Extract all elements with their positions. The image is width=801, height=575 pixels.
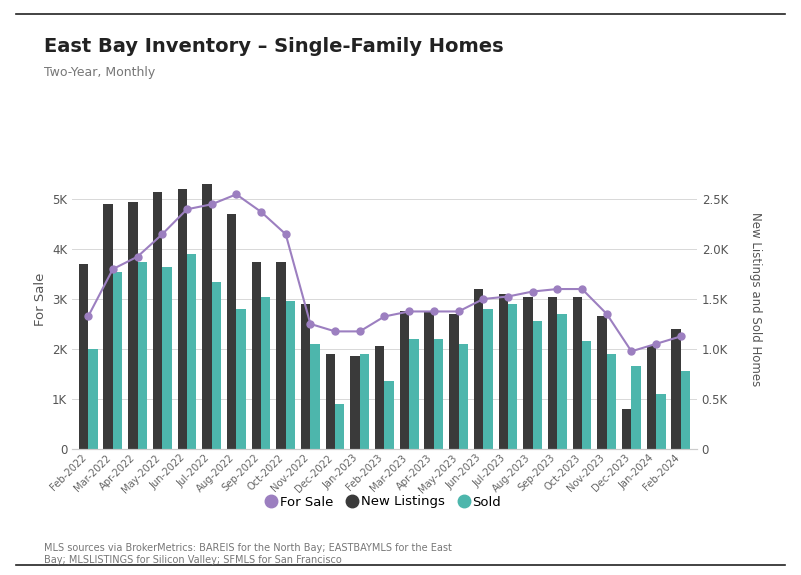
Text: East Bay Inventory – Single-Family Homes: East Bay Inventory – Single-Family Homes [44, 37, 504, 56]
Bar [384, 381, 394, 448]
Bar [606, 354, 616, 448]
For Sale [528, 288, 537, 295]
For Sale [231, 191, 241, 198]
Bar [523, 297, 533, 448]
For Sale [478, 296, 488, 302]
Text: Two-Year, Monthly: Two-Year, Monthly [44, 66, 155, 79]
For Sale [207, 201, 216, 208]
Bar [276, 262, 286, 448]
Bar [286, 301, 295, 448]
For Sale [108, 266, 118, 273]
Bar [582, 342, 591, 449]
Bar [622, 409, 631, 448]
For Sale [330, 328, 340, 335]
For Sale [503, 293, 513, 300]
Bar [375, 346, 384, 448]
Bar [252, 262, 261, 448]
For Sale [429, 308, 439, 315]
Bar [598, 316, 606, 448]
Bar [425, 312, 434, 448]
Bar [128, 202, 138, 448]
For Sale [578, 286, 587, 293]
Bar [138, 262, 147, 448]
Bar [350, 356, 360, 448]
Bar [483, 309, 493, 448]
Bar [311, 344, 320, 448]
Bar [163, 267, 171, 448]
Bar [202, 185, 211, 448]
Bar [153, 192, 163, 448]
Line: For Sale: For Sale [85, 191, 684, 355]
For Sale [158, 231, 167, 237]
Bar [227, 214, 236, 448]
For Sale [182, 206, 191, 213]
Bar [301, 304, 311, 448]
Bar [681, 371, 690, 448]
Y-axis label: New Listings and Sold Homes: New Listings and Sold Homes [749, 212, 762, 386]
Bar [88, 349, 98, 448]
Bar [646, 346, 656, 448]
Bar [671, 329, 681, 448]
For Sale [281, 231, 291, 237]
For Sale [453, 308, 463, 315]
Bar [236, 309, 246, 448]
Text: MLS sources via BrokerMetrics: BAREIS for the North Bay; EASTBAYMLS for the East: MLS sources via BrokerMetrics: BAREIS fo… [44, 543, 452, 565]
Bar [103, 204, 113, 448]
Bar [187, 254, 196, 448]
For Sale [405, 308, 414, 315]
Bar [326, 354, 335, 448]
Bar [631, 366, 641, 449]
Bar [557, 314, 567, 448]
For Sale [380, 313, 389, 320]
For Sale [553, 286, 562, 293]
Legend: For Sale, New Listings, Sold: For Sale, New Listings, Sold [263, 490, 506, 514]
For Sale [83, 313, 93, 320]
Bar [211, 282, 221, 448]
Bar [474, 289, 483, 448]
Y-axis label: For Sale: For Sale [34, 273, 46, 325]
Bar [178, 189, 187, 448]
Bar [656, 394, 666, 449]
Bar [409, 339, 419, 448]
For Sale [602, 310, 611, 317]
Bar [400, 312, 409, 448]
For Sale [676, 333, 686, 340]
For Sale [306, 320, 316, 327]
Bar [573, 297, 582, 448]
Bar [508, 304, 517, 448]
Bar [113, 271, 123, 448]
For Sale [256, 208, 266, 215]
Bar [261, 297, 271, 448]
For Sale [355, 328, 364, 335]
For Sale [133, 253, 143, 260]
Bar [533, 321, 542, 448]
Bar [78, 264, 88, 448]
For Sale [651, 340, 661, 347]
Bar [548, 297, 557, 448]
Bar [360, 354, 369, 448]
Bar [449, 314, 458, 448]
For Sale [626, 348, 636, 355]
Bar [335, 404, 344, 448]
Bar [458, 344, 468, 448]
Bar [434, 339, 443, 448]
Bar [498, 294, 508, 448]
